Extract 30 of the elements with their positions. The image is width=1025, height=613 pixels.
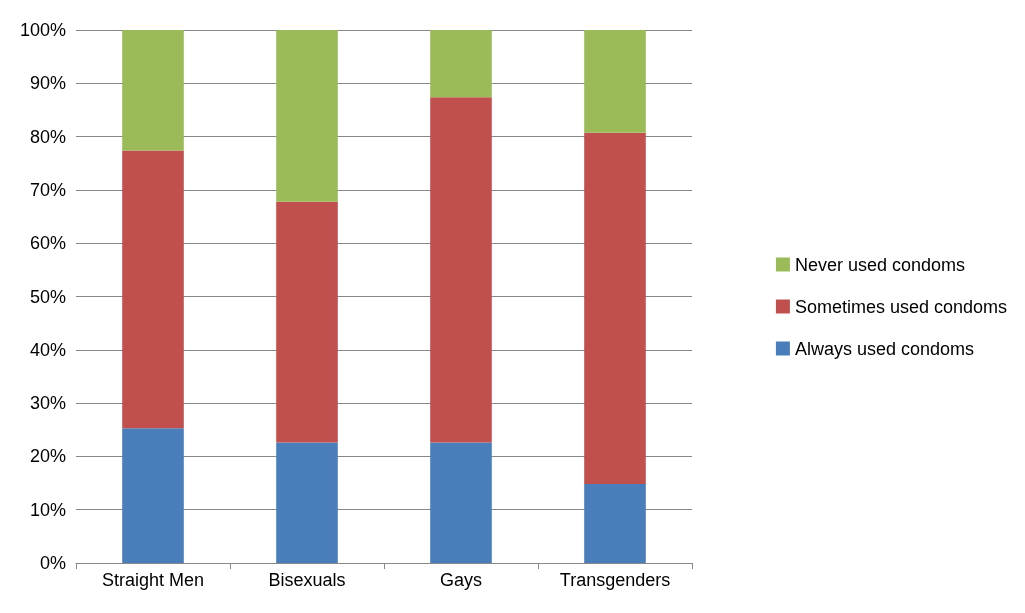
bar (276, 30, 338, 202)
bar (430, 97, 492, 443)
x-tick-label: Straight Men (101, 570, 205, 590)
bar (122, 150, 184, 429)
legend-label: Never used condoms (794, 254, 965, 275)
bar (584, 30, 646, 133)
bar (430, 442, 492, 563)
y-tick-label: 30% (29, 393, 66, 414)
bar (276, 201, 338, 443)
bar (276, 442, 338, 563)
y-tick-label: 10% (29, 499, 66, 520)
y-tick-label: 90% (29, 73, 66, 94)
y-tick-label: 40% (29, 339, 66, 360)
x-tick-label: Gays (439, 570, 483, 590)
y-tick-label: 50% (29, 286, 66, 307)
y-tick-label: 100% (19, 20, 66, 40)
bar (122, 30, 184, 151)
bar (122, 428, 184, 563)
y-tick-label: 80% (29, 126, 66, 147)
x-tick-label: Bisexuals (268, 570, 346, 590)
y-tick-label: 70% (29, 179, 66, 200)
x-tick-label: Transgenders (559, 570, 671, 590)
bar (584, 132, 646, 485)
legend-label: Sometimes used condoms (794, 296, 1008, 317)
y-tick-label: 60% (29, 233, 66, 254)
y-tick-label: 0% (39, 553, 66, 573)
legend-label: Always used condoms (794, 338, 974, 359)
bar (584, 484, 646, 563)
y-tick-label: 20% (29, 446, 66, 467)
bar (430, 30, 492, 98)
